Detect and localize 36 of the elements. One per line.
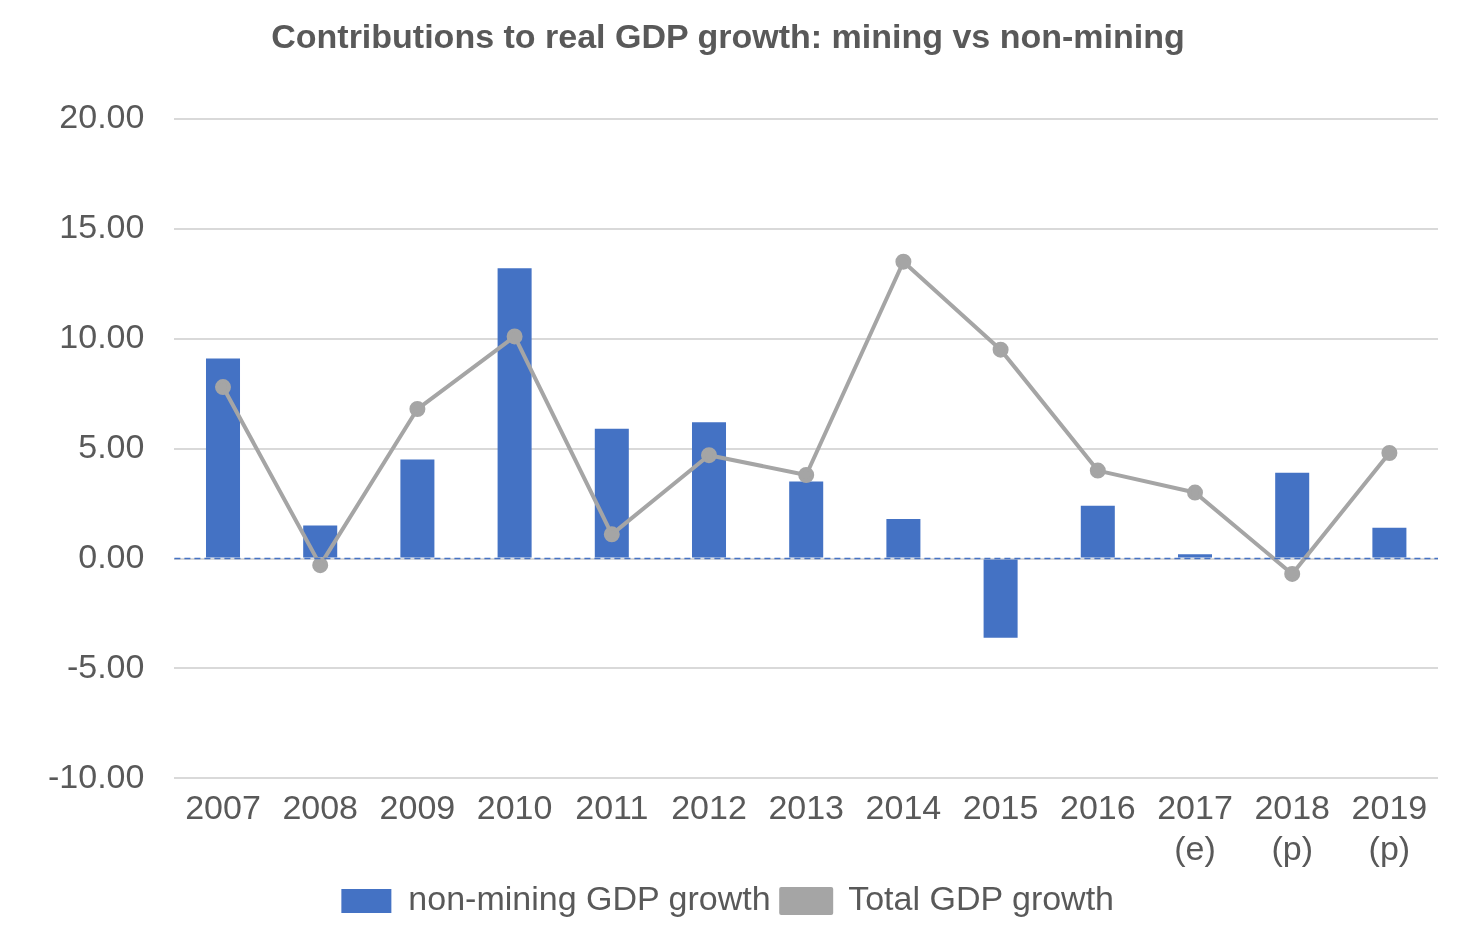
y-tick-label: 10.00 — [59, 317, 145, 356]
point — [701, 447, 717, 464]
x-tick-label: 2009 — [379, 788, 456, 827]
x-tick-label: 2019 (p) — [1351, 788, 1428, 867]
x-tick-label: 2018 (p) — [1254, 788, 1331, 867]
point — [312, 557, 329, 574]
point — [1187, 484, 1203, 501]
y-tick-label: -5.00 — [66, 646, 145, 685]
x-tick-label: 2017 (e) — [1157, 788, 1233, 867]
x-tick-label: 2008 — [282, 788, 359, 827]
x-tick-label: 2015 — [962, 788, 1039, 827]
x-tick-label: 2014 — [865, 788, 942, 827]
y-tick-label: 5.00 — [78, 426, 145, 465]
y-tick-label: 0.00 — [78, 536, 145, 575]
point — [215, 379, 232, 396]
point — [992, 341, 1009, 358]
point — [1089, 462, 1106, 479]
chart-title: Contributions to real GDP growth: mining vs non-mining — [271, 16, 1185, 55]
point — [1284, 565, 1301, 582]
point — [895, 253, 912, 270]
point — [1381, 445, 1398, 461]
point — [603, 526, 620, 543]
x-tick-label: 2016 — [1059, 788, 1136, 827]
legend-label: Total GDP growth — [848, 879, 1115, 918]
point — [506, 328, 523, 345]
y-tick-label: 20.00 — [59, 97, 145, 136]
x-tick-label: 2010 — [476, 788, 553, 827]
point — [798, 466, 815, 483]
y-tick-label: -10.00 — [48, 756, 145, 795]
y-tick-label: 15.00 — [59, 207, 145, 246]
x-tick-label: 2007 — [185, 788, 261, 827]
legend-label: non-mining GDP growth — [408, 879, 771, 918]
point — [409, 401, 426, 418]
x-tick-label: 2011 — [575, 788, 649, 827]
x-tick-label: 2012 — [671, 788, 747, 827]
x-tick-label: 2013 — [768, 788, 845, 827]
